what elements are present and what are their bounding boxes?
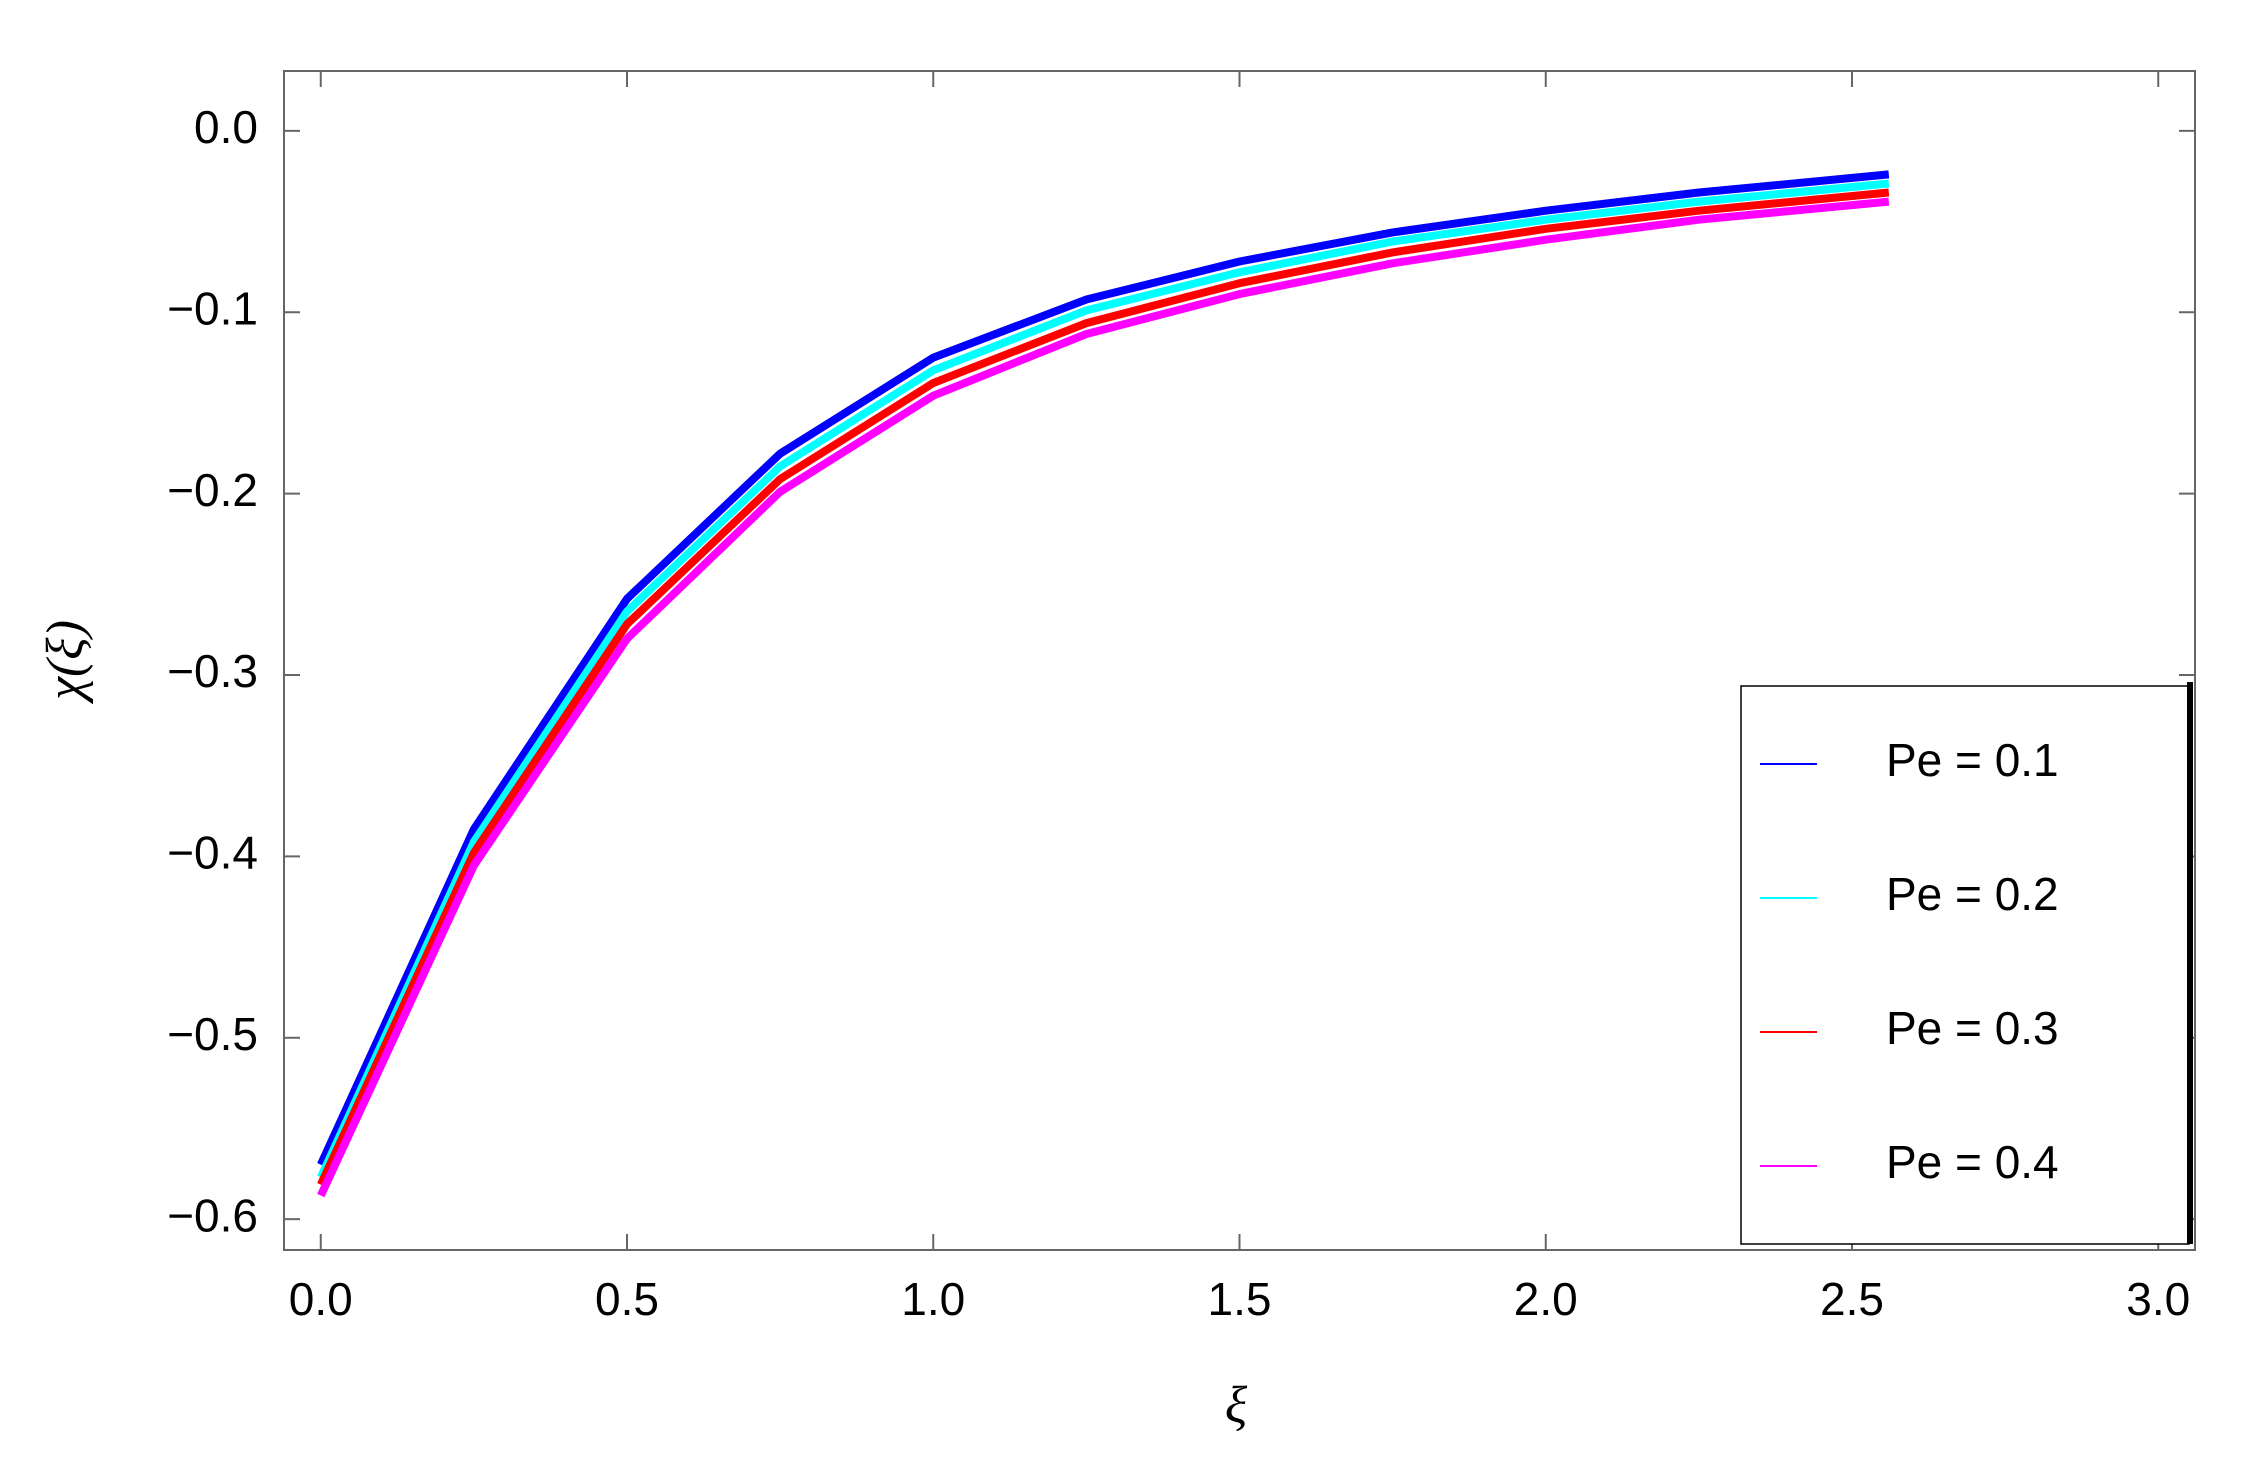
x-tick-label: 1.5: [1208, 1273, 1272, 1325]
legend-shadow: [2187, 682, 2193, 1244]
x-tick-label: 2.0: [1514, 1273, 1578, 1325]
x-tick-label: 0.5: [595, 1273, 659, 1325]
x-tick-label: 1.0: [901, 1273, 965, 1325]
y-tick-label: −0.2: [167, 464, 258, 516]
legend-box: [1740, 685, 2190, 1245]
x-tick-label: 0.0: [289, 1273, 353, 1325]
series-line: [317, 170, 1890, 1167]
legend-label: Pe = 0.2: [1886, 868, 2059, 920]
y-tick-label: −0.5: [167, 1008, 258, 1060]
y-tick-label: 0.0: [194, 101, 258, 153]
x-axis-label: ξ: [1225, 1377, 1248, 1434]
y-tick-label: −0.4: [167, 827, 258, 879]
legend-label: Pe = 0.1: [1886, 734, 2059, 786]
legend-label: Pe = 0.3: [1886, 1002, 2059, 1054]
legend-label: Pe = 0.4: [1886, 1136, 2059, 1188]
series-line: [317, 179, 1890, 1180]
y-tick-label: −0.1: [167, 282, 258, 334]
x-tick-label: 3.0: [2126, 1273, 2190, 1325]
y-tick-label: −0.6: [167, 1189, 258, 1241]
series-line: [317, 197, 1890, 1198]
y-axis-label: χ(ξ): [37, 620, 94, 705]
x-tick-label: 2.5: [1820, 1273, 1884, 1325]
series-line: [317, 188, 1890, 1187]
y-tick-label: −0.3: [167, 645, 258, 697]
